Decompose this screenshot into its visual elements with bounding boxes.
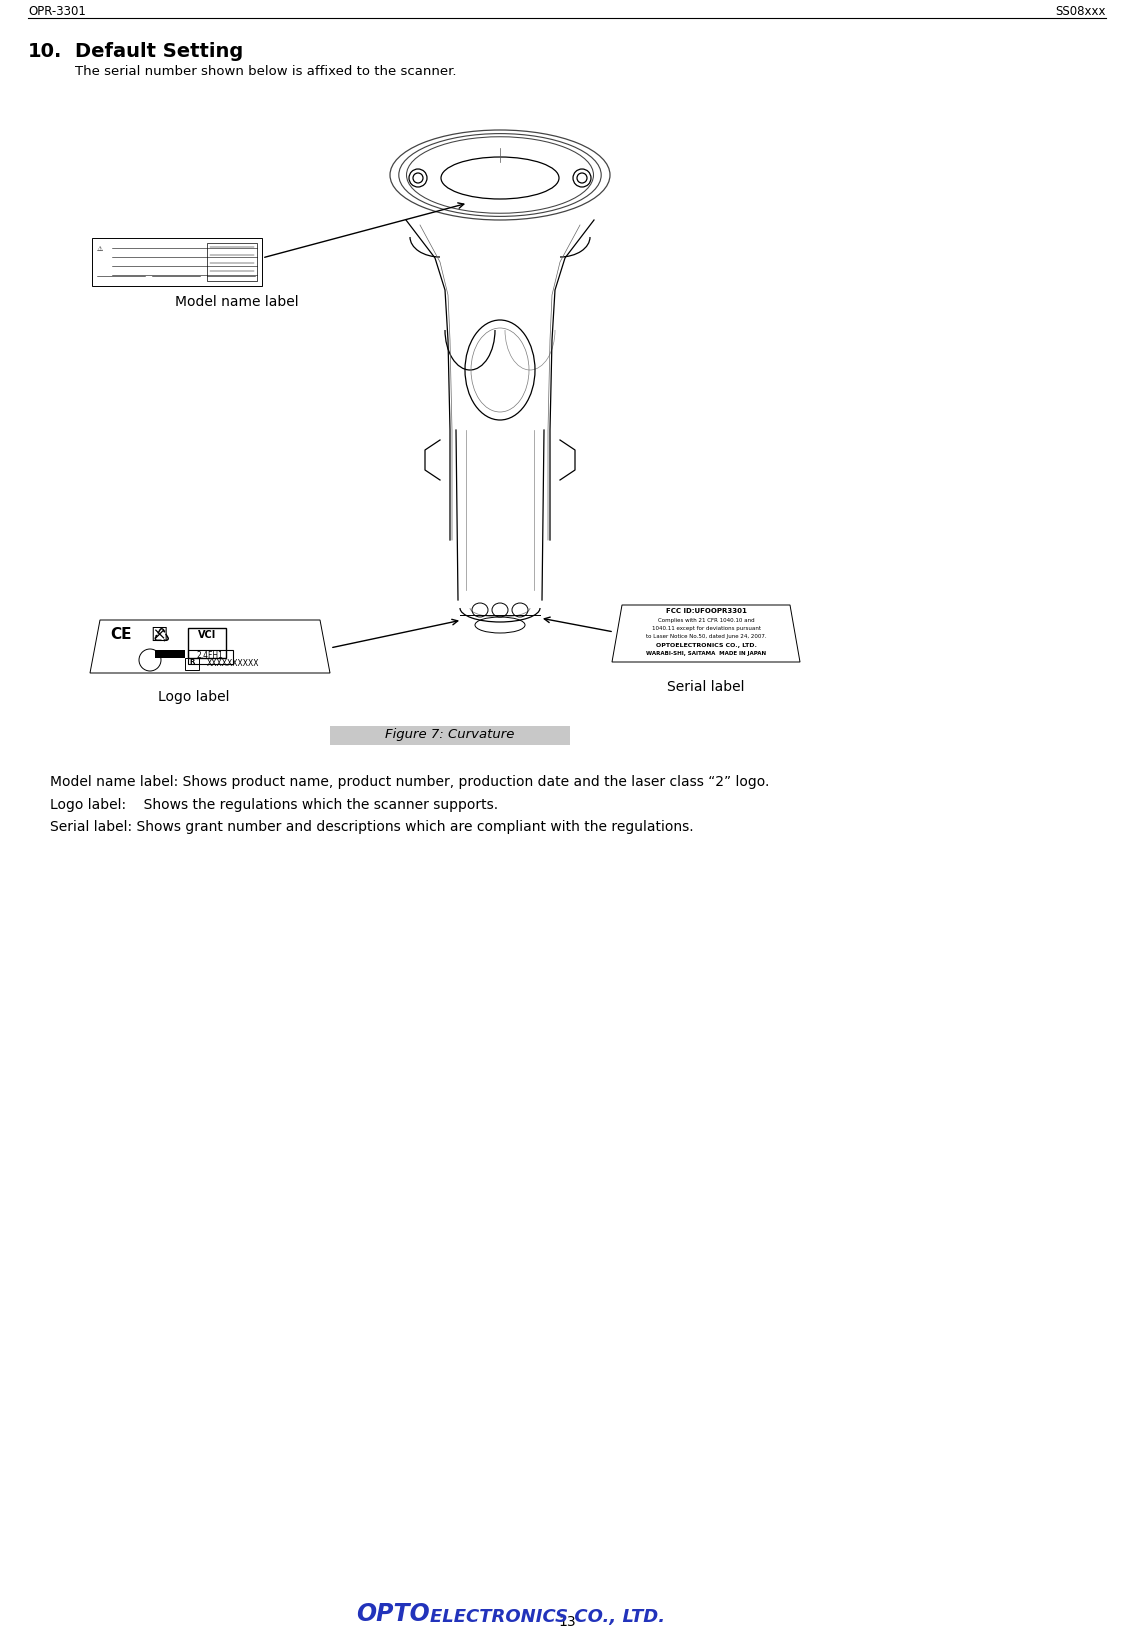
Text: Figure 7: Curvature: Figure 7: Curvature xyxy=(386,728,515,742)
Text: FCC ID:UFOOPR3301: FCC ID:UFOOPR3301 xyxy=(666,608,746,615)
Text: Logo label: Logo label xyxy=(159,691,230,704)
Text: ♺: ♺ xyxy=(152,626,169,644)
Text: 10.: 10. xyxy=(28,41,62,61)
Bar xyxy=(188,628,226,658)
Text: XXXXXXXXXX: XXXXXXXXXX xyxy=(208,659,260,667)
Text: The serial number shown below is affixed to the scanner.: The serial number shown below is affixed… xyxy=(75,64,457,77)
Text: Model name label: Model name label xyxy=(175,295,298,310)
Text: to Laser Notice No.50, dated June 24, 2007.: to Laser Notice No.50, dated June 24, 20… xyxy=(645,634,767,639)
Text: Serial label: Serial label xyxy=(667,681,745,694)
Text: Logo label:    Shows the regulations which the scanner supports.: Logo label: Shows the regulations which … xyxy=(50,798,498,812)
Text: WARABI-SHI, SAITAMA  MADE IN JAPAN: WARABI-SHI, SAITAMA MADE IN JAPAN xyxy=(646,651,767,656)
Bar xyxy=(208,242,257,282)
Text: ☒: ☒ xyxy=(150,626,168,644)
Text: OPTO: OPTO xyxy=(356,1602,430,1627)
Text: Complies with 21 CFR 1040.10 and: Complies with 21 CFR 1040.10 and xyxy=(658,618,754,623)
Text: VCI: VCI xyxy=(197,630,217,639)
Text: Serial label: Shows grant number and descriptions which are compliant with the r: Serial label: Shows grant number and des… xyxy=(50,821,694,834)
Bar xyxy=(155,649,185,658)
Text: Model name label: Shows product name, product number, production date and the la: Model name label: Shows product name, pr… xyxy=(50,775,769,789)
Text: R: R xyxy=(189,659,195,666)
Polygon shape xyxy=(330,727,570,745)
Bar xyxy=(92,237,262,287)
Text: 13: 13 xyxy=(558,1615,576,1628)
Text: 1040.11 except for deviations pursuant: 1040.11 except for deviations pursuant xyxy=(652,626,761,631)
Text: SS08xxx: SS08xxx xyxy=(1056,5,1106,18)
Text: OPTOELECTRONICS CO., LTD.: OPTOELECTRONICS CO., LTD. xyxy=(655,643,756,648)
Text: 2.4FH1: 2.4FH1 xyxy=(196,651,223,659)
Text: Default Setting: Default Setting xyxy=(75,41,244,61)
Polygon shape xyxy=(90,620,330,672)
Bar xyxy=(188,649,232,664)
Bar xyxy=(185,658,198,671)
Polygon shape xyxy=(612,605,799,662)
Text: CE: CE xyxy=(110,626,132,643)
Text: ⚠: ⚠ xyxy=(98,246,103,252)
Text: ELECTRONICS CO., LTD.: ELECTRONICS CO., LTD. xyxy=(430,1608,666,1627)
Text: OPR-3301: OPR-3301 xyxy=(28,5,86,18)
